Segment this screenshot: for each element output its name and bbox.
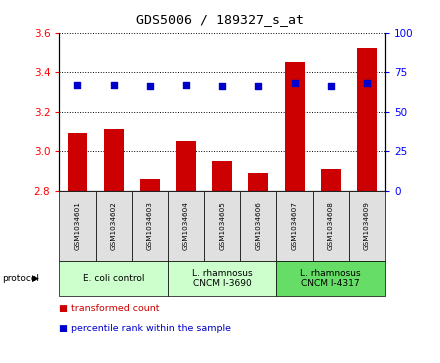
Text: GSM1034605: GSM1034605 [219, 201, 225, 250]
Text: ■ transformed count: ■ transformed count [59, 304, 160, 313]
Bar [176, 141, 196, 191]
Point [327, 83, 334, 89]
Text: GSM1034609: GSM1034609 [364, 201, 370, 250]
Bar [212, 161, 232, 191]
Point [255, 83, 262, 89]
Bar [249, 173, 268, 191]
Point [291, 80, 298, 86]
Bar [68, 133, 88, 191]
Point [74, 82, 81, 88]
Bar [285, 62, 304, 191]
Text: ▶: ▶ [32, 274, 39, 283]
Point [363, 80, 370, 86]
Bar [104, 129, 124, 191]
Bar [357, 49, 377, 191]
Text: GSM1034608: GSM1034608 [328, 201, 334, 250]
Text: GSM1034606: GSM1034606 [255, 201, 261, 250]
Text: GSM1034607: GSM1034607 [292, 201, 297, 250]
Text: GSM1034603: GSM1034603 [147, 201, 153, 250]
Text: GDS5006 / 189327_s_at: GDS5006 / 189327_s_at [136, 13, 304, 26]
Point [147, 83, 154, 89]
Text: protocol: protocol [2, 274, 39, 283]
Text: GSM1034602: GSM1034602 [111, 201, 117, 250]
Text: L. rhamnosus
CNCM I-3690: L. rhamnosus CNCM I-3690 [192, 269, 253, 288]
Text: E. coli control: E. coli control [83, 274, 144, 283]
Bar [140, 179, 160, 191]
Text: GSM1034604: GSM1034604 [183, 201, 189, 250]
Point [110, 82, 117, 88]
Text: L. rhamnosus
CNCM I-4317: L. rhamnosus CNCM I-4317 [301, 269, 361, 288]
Point [183, 82, 190, 88]
Text: GSM1034601: GSM1034601 [74, 201, 81, 250]
Bar [321, 169, 341, 191]
Text: ■ percentile rank within the sample: ■ percentile rank within the sample [59, 324, 231, 333]
Point [219, 83, 226, 89]
